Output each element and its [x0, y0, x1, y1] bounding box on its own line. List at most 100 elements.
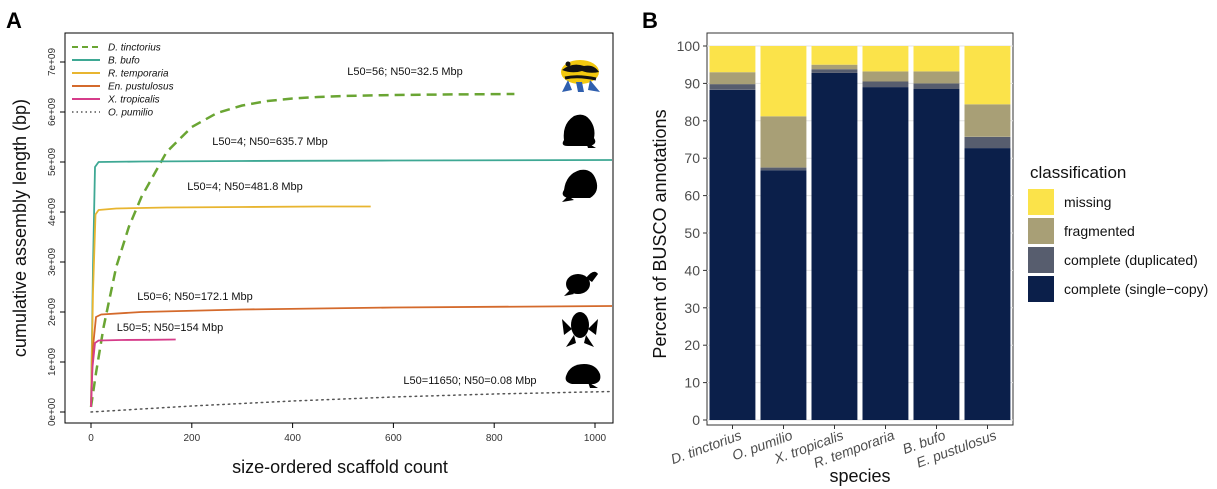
legend-label-x-tropicalis: X. tropicalis — [107, 95, 160, 106]
y-tick-label: 2e+09 — [47, 298, 58, 327]
legend-label-b-bufo: B. bufo — [108, 56, 140, 67]
x-tick-label: 0 — [88, 433, 94, 444]
y-tick-label: 20 — [684, 337, 700, 353]
bar-r-temporaria-complete-duplicated — [862, 81, 909, 88]
series-line-r-temporaria — [90, 205, 371, 408]
x-tick-label: 800 — [486, 433, 503, 444]
y-tick-label: 3e+09 — [47, 248, 58, 277]
y-tick-label: 70 — [684, 150, 700, 166]
y-tick-label: 80 — [684, 113, 700, 129]
panel-b-gridlines — [707, 45, 1013, 421]
x-tick-label: 200 — [183, 433, 200, 444]
xenopus-silhouette-icon — [562, 312, 598, 347]
panel-b-legend: classification missing fragmented complete … — [1028, 163, 1208, 302]
bar-e-pustulosus-complete-single-copy — [964, 148, 1011, 420]
series-line-x-tropicalis — [90, 338, 176, 408]
x-tick-label: 400 — [284, 433, 301, 444]
legend-swatch-complete-duplicated — [1028, 247, 1054, 273]
y-tick-label: 7e+09 — [47, 48, 58, 77]
bar-d-tinctorius-complete-single-copy — [709, 89, 756, 421]
x-tick-label: 600 — [385, 433, 402, 444]
panel-a-series-lines — [89, 92, 613, 413]
bar-r-temporaria-complete-single-copy — [862, 87, 909, 420]
y-tick-label: 6e+09 — [47, 98, 58, 127]
bar-e-pustulosus-fragmented — [964, 104, 1011, 137]
annotation-x-tropicalis: L50=5; N50=154 Mbp — [117, 322, 223, 334]
bar-d-tinctorius-missing — [709, 46, 756, 73]
legend-label-r-temporaria: R. temporaria — [108, 69, 169, 80]
bar-b-bufo-complete-duplicated — [913, 83, 960, 89]
panel-b-y-axis-title: Percent of BUSCO annotations — [650, 109, 670, 358]
legend-label-o-pumilio: O. pumilio — [108, 108, 153, 119]
bar-x-tropicalis-complete-duplicated — [811, 69, 858, 73]
panel-a-legend: D. tinctorius B. bufo R. temporaria En. pus… — [72, 43, 174, 119]
y-tick-label: 30 — [684, 300, 700, 316]
y-tick-label: 100 — [677, 38, 701, 54]
y-tick-label: 0 — [692, 412, 700, 428]
frog-silhouette-icon — [562, 169, 598, 202]
legend-label-missing: missing — [1064, 194, 1111, 210]
series-line-d-tinctorius — [89, 92, 515, 408]
panel-b-plot-frame — [706, 32, 1014, 426]
y-tick-label: 60 — [684, 188, 700, 204]
series-line-en-pustulosus — [90, 305, 613, 408]
annotation-r-temporaria: L50=4; N50=481.8 Mbp — [187, 181, 303, 193]
panel-a-axis-ticks: 0 200 400 600 800 1000 0e+00 1e+09 2e+09 3e+09 4e+… — [47, 48, 607, 444]
y-tick-label: 10 — [684, 375, 700, 391]
annotation-b-bufo: L50=4; N50=635.7 Mbp — [212, 136, 328, 148]
y-tick-label: 5e+09 — [47, 148, 58, 177]
y-tick-label: 40 — [684, 262, 700, 278]
annotation-en-pustulosus: L50=6; N50=172.1 Mbp — [137, 291, 253, 303]
legend-swatch-fragmented — [1028, 218, 1054, 244]
legend-label-en-pustulosus: En. pustulosus — [108, 82, 174, 93]
panel-a-frog-silhouettes — [561, 60, 601, 388]
bar-r-temporaria-missing — [862, 46, 909, 72]
panel-a-line-chart: 0 200 400 600 800 1000 0e+00 1e+09 2e+09 3e+09 4e+… — [10, 32, 614, 477]
bar-e-pustulosus-complete-duplicated — [964, 136, 1011, 149]
bar-b-bufo-complete-single-copy — [913, 89, 960, 420]
bar-o-pumilio-fragmented — [760, 116, 807, 168]
y-tick-label: 1e+09 — [47, 348, 58, 377]
toad-silhouette-icon — [562, 114, 596, 148]
legend-label-d-tinctorius: D. tinctorius — [108, 43, 161, 54]
legend-swatch-missing — [1028, 189, 1054, 215]
bar-d-tinctorius-fragmented — [709, 72, 756, 85]
bar-d-tinctorius-complete-duplicated — [709, 84, 756, 90]
bar-r-temporaria-fragmented — [862, 71, 909, 82]
panel-a-annotations: L50=56; N50=32.5 Mbp L50=4; N50=635.7 Mbp… — [117, 66, 537, 387]
bar-x-tropicalis-missing — [811, 46, 858, 65]
pumilio-silhouette-icon — [565, 364, 601, 388]
y-tick-label: 90 — [684, 75, 700, 91]
series-line-b-bufo — [90, 159, 613, 408]
legend-label-complete-single-copy: complete (single−copy) — [1064, 281, 1208, 297]
panel-b-label: B — [642, 8, 658, 33]
panel-b-x-axis-title: species — [829, 466, 890, 486]
annotation-d-tinctorius: L50=56; N50=32.5 Mbp — [347, 66, 463, 78]
tungara-frog-silhouette-icon — [564, 271, 598, 296]
bar-o-pumilio-complete-single-copy — [760, 170, 807, 420]
bar-o-pumilio-complete-duplicated — [760, 167, 807, 171]
legend-label-fragmented: fragmented — [1064, 223, 1135, 239]
panel-a-plot-frame — [64, 32, 614, 424]
bar-x-tropicalis-complete-single-copy — [811, 72, 858, 421]
panel-a-x-axis-title: size-ordered scaffold count — [232, 457, 448, 477]
x-tick-label: 1000 — [584, 433, 607, 444]
y-tick-label: 0e+00 — [47, 398, 58, 427]
bar-b-bufo-fragmented — [913, 71, 960, 84]
panel-b-bars — [709, 46, 1011, 421]
y-tick-label: 4e+09 — [47, 198, 58, 227]
bar-x-tropicalis-fragmented — [811, 64, 858, 70]
legend-title: classification — [1030, 163, 1126, 182]
legend-swatch-complete-single-copy — [1028, 276, 1054, 302]
bar-e-pustulosus-missing — [964, 46, 1011, 105]
annotation-o-pumilio: L50=11650; N50=0.08 Mbp — [403, 375, 536, 387]
series-line-o-pumilio — [90, 390, 613, 413]
bar-o-pumilio-missing — [760, 46, 807, 117]
panel-a-label: A — [6, 8, 22, 33]
panel-a-y-axis-title: cumulative assembly length (bp) — [10, 99, 30, 357]
bar-b-bufo-missing — [913, 46, 960, 72]
dart-frog-icon — [561, 60, 600, 92]
legend-label-complete-duplicated: complete (duplicated) — [1064, 252, 1198, 268]
